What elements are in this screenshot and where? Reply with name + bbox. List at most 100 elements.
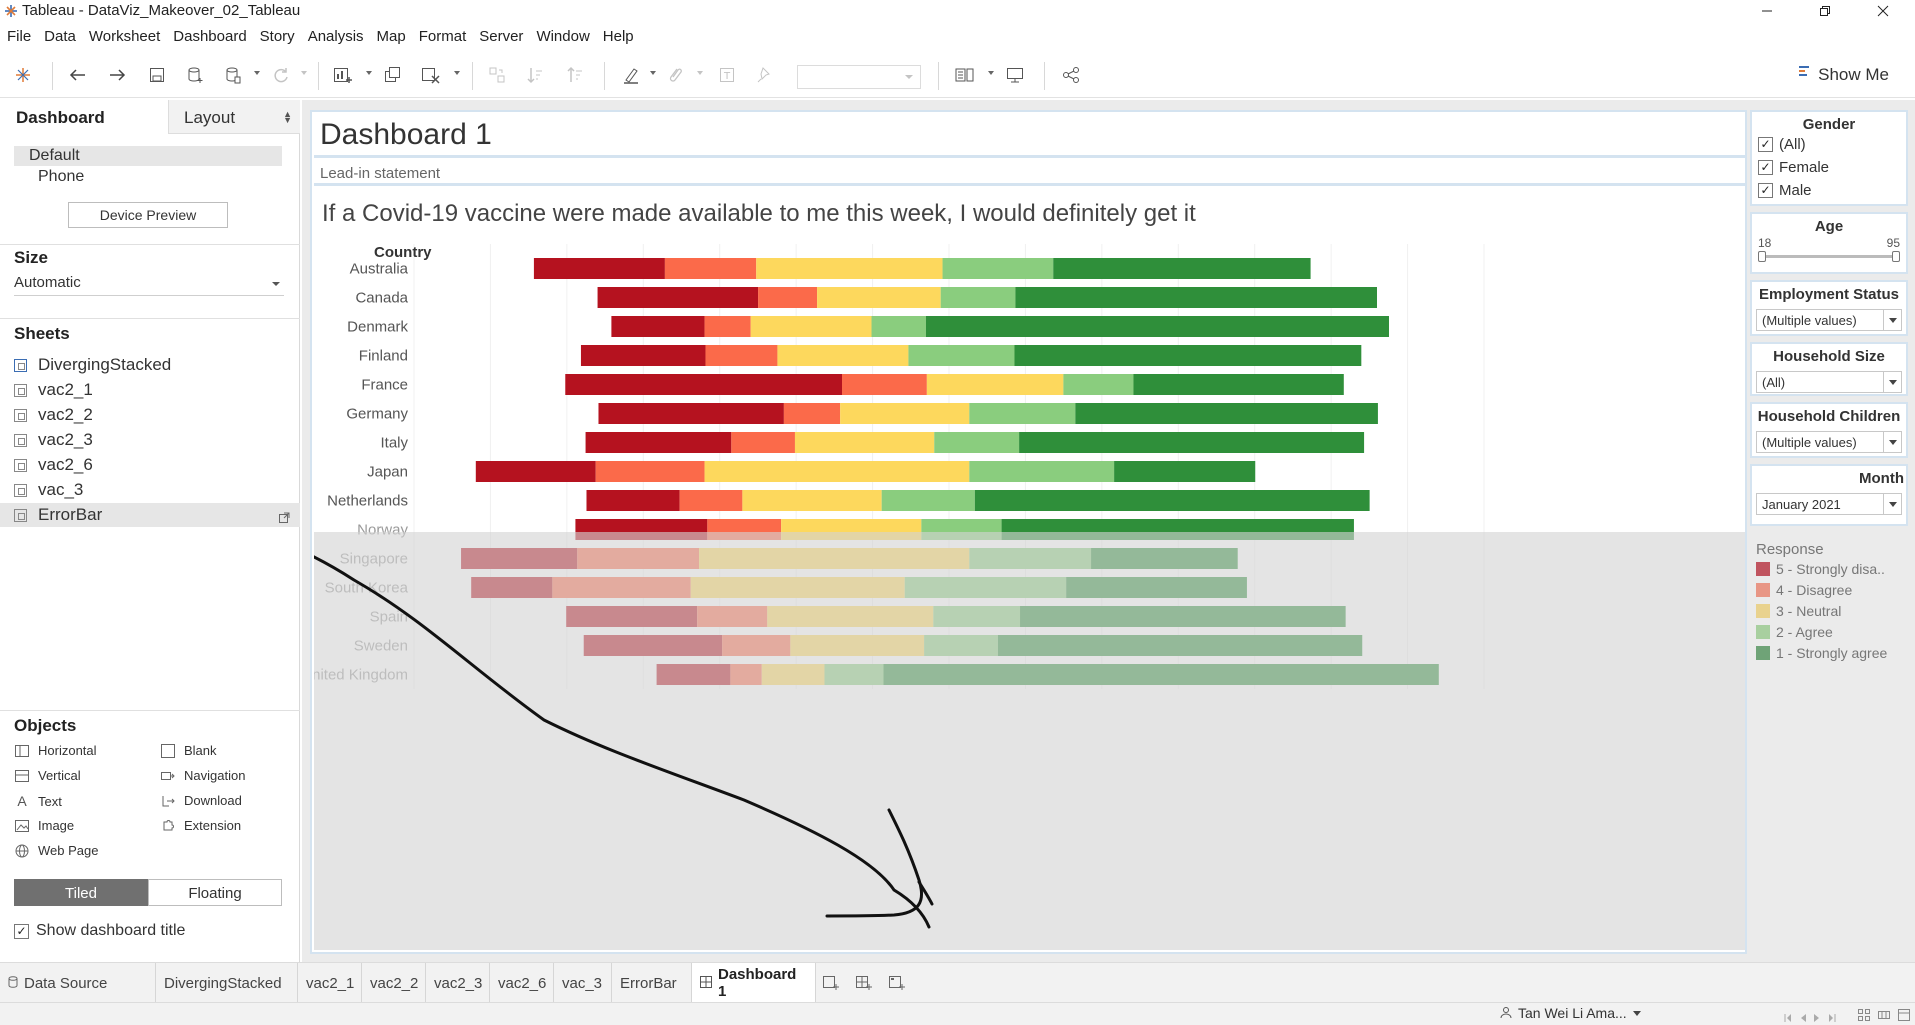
go-to-sheet-icon[interactable] (279, 508, 290, 528)
object-extension[interactable]: Extension (160, 818, 241, 833)
age-slider-min-handle[interactable] (1758, 251, 1766, 262)
floating-button[interactable]: Floating (148, 879, 282, 906)
tableau-home-icon[interactable] (12, 64, 34, 86)
legend-item[interactable]: 1 - Strongly agree (1750, 642, 1908, 663)
next-sheet-icon[interactable] (1814, 1009, 1820, 1025)
menu-worksheet[interactable]: Worksheet (88, 28, 161, 45)
bar-segment[interactable] (704, 316, 751, 337)
menu-dashboard[interactable]: Dashboard (173, 28, 247, 45)
tab-sheet[interactable]: vac2_6 (490, 963, 554, 1003)
bar-segment[interactable] (908, 345, 1015, 366)
legend-item[interactable]: 5 - Strongly disa.. (1750, 558, 1908, 579)
device-preview-button[interactable]: Device Preview (68, 202, 228, 228)
bar-segment[interactable] (585, 432, 732, 453)
show-mark-labels-icon[interactable]: T (716, 64, 738, 86)
sheet-item[interactable]: vac2_2 (14, 403, 294, 427)
object-navigation[interactable]: Navigation (160, 768, 245, 783)
bar-segment[interactable] (580, 345, 706, 366)
sheet-item[interactable]: vac2_3 (14, 428, 294, 452)
menu-help[interactable]: Help (602, 28, 634, 45)
bar-segment[interactable] (533, 258, 665, 279)
gender-option-all[interactable]: ✓ (All) (1752, 133, 1906, 156)
legend-item[interactable]: 4 - Disagree (1750, 579, 1908, 600)
restore-icon[interactable] (1802, 0, 1848, 22)
clear-sheet-icon[interactable] (420, 64, 442, 86)
menu-format[interactable]: Format (418, 28, 467, 45)
bar-segment[interactable] (586, 490, 680, 511)
menu-file[interactable]: File (7, 28, 32, 45)
bar-segment[interactable] (679, 490, 743, 511)
bar-segment[interactable] (817, 287, 941, 308)
bar-segment[interactable] (942, 258, 1054, 279)
minimize-icon[interactable] (1744, 0, 1790, 22)
gender-option-female[interactable]: ✓ Female (1752, 156, 1906, 179)
pause-updates-icon[interactable] (222, 64, 244, 86)
bar-segment[interactable] (1019, 432, 1365, 453)
tab-sheet[interactable]: vac2_3 (426, 963, 490, 1003)
group-members-icon[interactable] (664, 64, 686, 86)
sheet-item[interactable]: DivergingStacked (14, 353, 294, 377)
object-vertical[interactable]: Vertical (14, 768, 81, 783)
save-icon[interactable] (146, 64, 168, 86)
sheet-item[interactable]: vac_3 (14, 478, 294, 502)
first-sheet-icon[interactable] (1784, 1009, 1792, 1025)
duplicate-sheet-icon[interactable] (382, 64, 404, 86)
bar-segment[interactable] (925, 316, 1389, 337)
bar-segment[interactable] (731, 432, 795, 453)
new-story-tab-icon[interactable] (886, 972, 908, 994)
menu-story[interactable]: Story (259, 28, 295, 45)
bar-segment[interactable] (611, 316, 705, 337)
bar-segment[interactable] (1053, 258, 1311, 279)
menu-server[interactable]: Server (479, 28, 524, 45)
bar-segment[interactable] (595, 461, 705, 482)
bar-segment[interactable] (1133, 374, 1344, 395)
bar-segment[interactable] (756, 258, 943, 279)
bar-segment[interactable] (565, 374, 842, 395)
menu-analysis[interactable]: Analysis (307, 28, 364, 45)
legend-item[interactable]: 3 - Neutral (1750, 600, 1908, 621)
user-menu[interactable]: Tan Wei Li Ama... (1500, 1005, 1641, 1021)
object-web-page[interactable]: Web Page (14, 843, 98, 858)
checkbox-checked-icon[interactable]: ✓ (1758, 183, 1773, 198)
object-image[interactable]: Image (14, 818, 74, 833)
tab-dashboard-1[interactable]: Dashboard 1 (692, 963, 816, 1003)
bar-segment[interactable] (597, 287, 759, 308)
bar-segment[interactable] (475, 461, 596, 482)
bar-segment[interactable] (969, 461, 1115, 482)
menu-map[interactable]: Map (376, 28, 406, 45)
tab-sheet[interactable]: ErrorBar (612, 963, 692, 1003)
tab-dashboard[interactable]: Dashboard (16, 108, 105, 127)
bar-segment[interactable] (1014, 345, 1362, 366)
tab-sheet[interactable]: vac2_1 (298, 963, 362, 1003)
bar-segment[interactable] (1075, 403, 1378, 424)
bar-segment[interactable] (742, 490, 882, 511)
presentation-mode-icon[interactable] (1004, 64, 1026, 86)
sheet-item[interactable]: vac2_6 (14, 453, 294, 477)
employment-dropdown[interactable]: (Multiple values) (1756, 309, 1902, 331)
age-slider-track[interactable] (1762, 255, 1896, 258)
gender-option-male[interactable]: ✓ Male (1752, 179, 1906, 202)
chart-sheet[interactable]: Australia Canada Denmark Finland France Germa… (314, 190, 1745, 950)
sort-ascending-icon[interactable] (524, 64, 546, 86)
bar-segment[interactable] (758, 287, 818, 308)
new-dashboard-tab-icon[interactable] (853, 972, 875, 994)
show-dashboard-title-toggle[interactable]: ✓ Show dashboard title (14, 922, 185, 940)
bar-segment[interactable] (1015, 287, 1377, 308)
object-download[interactable]: Download (160, 793, 242, 808)
checkbox-checked-icon[interactable]: ✓ (1758, 137, 1773, 152)
bar-segment[interactable] (871, 316, 926, 337)
fit-dropdown[interactable] (797, 65, 921, 89)
new-worksheet-icon[interactable] (332, 64, 354, 86)
bar-segment[interactable] (934, 432, 1020, 453)
tab-layout[interactable]: Layout ▲ ▼ (168, 100, 300, 134)
sheet-item-selected[interactable]: ErrorBar (0, 503, 300, 527)
redo-icon[interactable] (106, 64, 128, 86)
bar-segment[interactable] (881, 490, 975, 511)
menu-data[interactable]: Data (44, 28, 76, 45)
size-dropdown[interactable]: Automatic (14, 274, 284, 296)
object-blank[interactable]: Blank (160, 743, 217, 758)
bar-segment[interactable] (704, 461, 970, 482)
show-me-button[interactable]: Show Me (1798, 64, 1889, 85)
bar-segment[interactable] (777, 345, 909, 366)
bar-segment[interactable] (664, 258, 757, 279)
